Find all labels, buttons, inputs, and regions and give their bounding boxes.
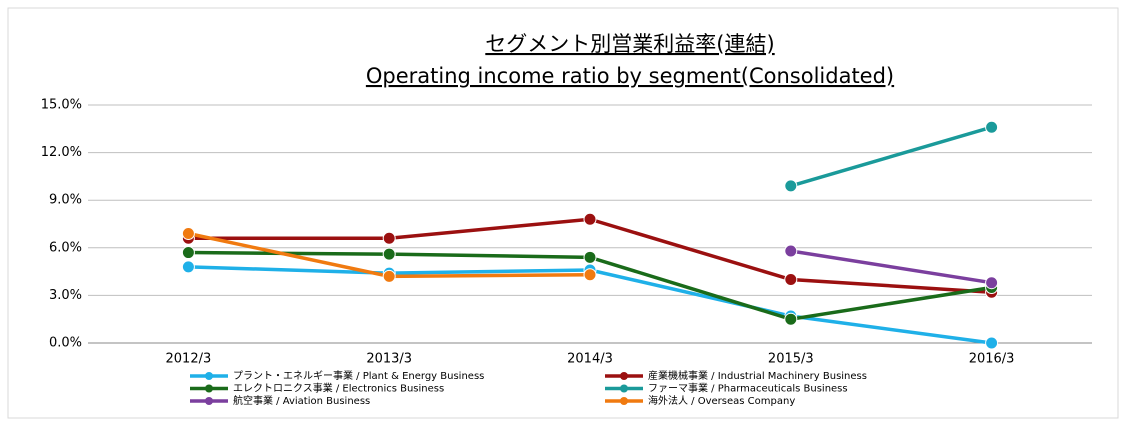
- x-tick-label: 2015/3: [768, 352, 814, 367]
- data-point: [583, 250, 597, 264]
- data-point: [382, 269, 396, 283]
- data-point: [985, 276, 999, 290]
- y-tick-label: 9.0%: [49, 193, 82, 208]
- legend-marker: [205, 397, 213, 405]
- series-line: [790, 125, 993, 188]
- x-tick-label: 2014/3: [567, 352, 613, 367]
- x-tick-label: 2013/3: [366, 352, 412, 367]
- data-point: [784, 312, 798, 326]
- data-point: [181, 227, 195, 241]
- y-tick-label: 15.0%: [41, 98, 82, 113]
- x-tick-label: 2012/3: [166, 352, 212, 367]
- y-tick-label: 12.0%: [41, 145, 82, 160]
- data-point: [784, 273, 798, 287]
- legend-label: ファーマ事業 / Pharmaceuticals Business: [648, 382, 848, 395]
- legend-marker: [205, 372, 213, 380]
- legend-marker: [620, 384, 628, 393]
- data-point: [583, 212, 597, 226]
- legend-label: プラント・エネルギー事業 / Plant & Energy Business: [233, 369, 484, 382]
- data-point: [784, 244, 798, 258]
- series-line: [790, 249, 992, 285]
- data-point: [382, 231, 396, 245]
- legend-label: 航空事業 / Aviation Business: [233, 394, 370, 407]
- chart-title: セグメント別営業利益率(連結): [485, 32, 774, 56]
- chart-subtitle: Operating income ratio by segment(Consol…: [366, 64, 894, 88]
- data-point: [181, 260, 195, 274]
- data-point: [583, 268, 597, 282]
- data-point: [181, 246, 195, 260]
- data-point: [784, 179, 798, 193]
- legend-marker: [620, 397, 628, 405]
- legend-label: 海外法人 / Overseas Company: [648, 394, 795, 407]
- legend-marker: [205, 384, 213, 393]
- legend-label: エレクトロニクス事業 / Electronics Business: [233, 382, 444, 395]
- chart-border: [7, 7, 1119, 419]
- y-tick-label: 6.0%: [49, 240, 82, 255]
- data-point: [382, 247, 396, 261]
- legend-label: 産業機械事業 / Industrial Machinery Business: [648, 369, 867, 382]
- data-point: [985, 336, 999, 350]
- legend-marker: [620, 372, 628, 380]
- y-tick-label: 0.0%: [49, 336, 82, 351]
- y-tick-label: 3.0%: [49, 288, 82, 303]
- data-point: [985, 120, 999, 134]
- x-tick-label: 2016/3: [969, 352, 1015, 367]
